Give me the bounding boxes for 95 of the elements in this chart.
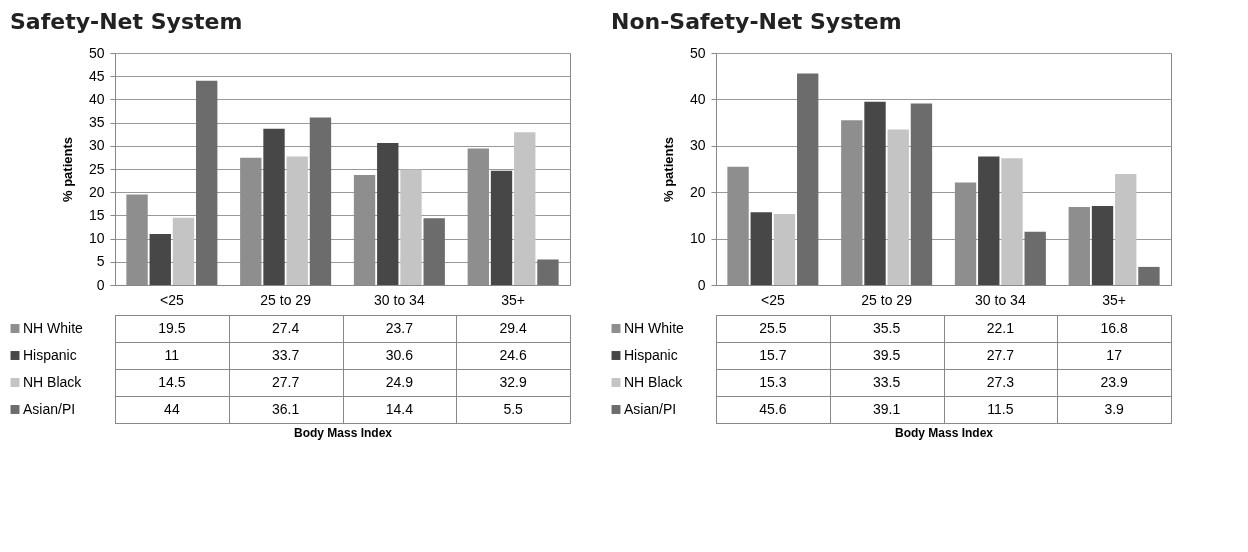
data-label: 35.5 — [873, 319, 901, 336]
legend-label: Hispanic — [23, 346, 77, 363]
bar — [1115, 174, 1137, 285]
x-axis-title: Body Mass Index — [293, 425, 393, 440]
bar — [490, 170, 513, 285]
y-tick-label: 40 — [689, 90, 706, 107]
x-tick-label: 35+ — [501, 291, 525, 308]
data-label: 16.8 — [1100, 319, 1128, 336]
bar — [864, 101, 886, 285]
legend-label: NH White — [624, 319, 685, 336]
data-label: 17 — [1106, 346, 1123, 363]
y-tick-label: 0 — [697, 276, 706, 293]
bar — [309, 117, 332, 285]
data-label: 45.6 — [759, 400, 787, 417]
data-label: 24.9 — [385, 373, 414, 390]
bar — [910, 103, 933, 285]
y-tick-label: 30 — [88, 137, 105, 154]
x-tick-label: 25 to 29 — [260, 291, 312, 308]
data-label: 33.5 — [873, 373, 901, 390]
y-tick-label: 0 — [96, 276, 105, 293]
data-label: 32.9 — [499, 373, 527, 390]
data-label: 27.4 — [272, 319, 300, 336]
y-axis-title: % patients — [660, 136, 676, 203]
y-tick-label: 40 — [88, 90, 105, 107]
y-tick-label: 45 — [88, 67, 105, 84]
bar — [773, 214, 796, 285]
bar — [978, 156, 1000, 285]
bar — [514, 132, 536, 285]
data-label: 29.4 — [499, 319, 527, 336]
x-tick-label: 25 to 29 — [861, 291, 913, 308]
data-label: 27.3 — [986, 373, 1015, 390]
data-label: 11 — [164, 346, 180, 363]
chart-title: Safety-Net System — [10, 8, 243, 34]
data-label: 22.1 — [986, 319, 1015, 336]
legend-label: Asian/PI — [23, 400, 76, 417]
y-tick-label: 5 — [96, 253, 105, 270]
data-label: 11.5 — [987, 400, 1014, 417]
bar — [750, 212, 772, 285]
data-label: 30.6 — [385, 346, 414, 363]
y-tick-label: 50 — [88, 44, 105, 61]
data-label: 5.5 — [503, 400, 524, 417]
y-axis-title: % patients — [59, 136, 75, 203]
bar — [286, 156, 308, 285]
data-label: 25.5 — [759, 319, 787, 336]
bar — [263, 128, 285, 285]
bar — [172, 217, 195, 285]
x-tick-label: <25 — [761, 291, 785, 308]
chart-title: Non-Safety-Net System — [611, 8, 902, 34]
legend-label: NH White — [23, 319, 84, 336]
x-axis-title: Body Mass Index — [894, 425, 994, 440]
bar — [537, 259, 559, 285]
y-tick-label: 20 — [689, 183, 706, 200]
data-label: 15.3 — [759, 373, 787, 390]
x-tick-label: 30 to 34 — [374, 291, 425, 308]
data-label: 23.7 — [385, 319, 414, 336]
legend-label: Asian/PI — [624, 400, 677, 417]
x-tick-label: 35+ — [1102, 291, 1126, 308]
bar — [887, 129, 909, 285]
data-label: 44 — [164, 400, 180, 417]
data-label: 36.1 — [272, 400, 300, 417]
bar — [377, 143, 399, 285]
y-tick-label: 10 — [689, 230, 706, 247]
data-label: 39.5 — [873, 346, 901, 363]
data-label: 27.7 — [986, 346, 1015, 363]
data-label: 19.5 — [158, 319, 186, 336]
y-tick-label: 10 — [88, 230, 105, 247]
y-tick-label: 15 — [88, 206, 105, 223]
data-label: 24.6 — [499, 346, 527, 363]
legend-label: NH Black — [624, 373, 684, 390]
y-tick-label: 30 — [689, 137, 706, 154]
y-tick-label: 50 — [689, 44, 706, 61]
bar — [149, 233, 171, 285]
x-tick-label: 30 to 34 — [975, 291, 1026, 308]
y-tick-label: 25 — [88, 160, 105, 177]
data-label: 3.9 — [1104, 400, 1125, 417]
bar — [1001, 158, 1023, 285]
bar — [1138, 266, 1160, 285]
data-label: 14.4 — [385, 400, 414, 417]
legend-label: NH Black — [23, 373, 83, 390]
bar — [1091, 206, 1114, 285]
legend-label: Hispanic — [624, 346, 678, 363]
bar — [797, 73, 819, 285]
data-label: 33.7 — [272, 346, 300, 363]
data-label: 23.9 — [1100, 373, 1128, 390]
x-tick-label: <25 — [160, 291, 184, 308]
bar — [196, 80, 218, 285]
bar — [1024, 231, 1046, 285]
data-label: 27.7 — [272, 373, 300, 390]
data-label: 39.1 — [873, 400, 901, 417]
bar — [400, 169, 422, 285]
data-label: 14.5 — [158, 373, 186, 390]
bar — [423, 218, 445, 285]
y-tick-label: 35 — [88, 114, 105, 131]
y-tick-label: 20 — [88, 183, 105, 200]
data-label: 15.7 — [759, 346, 787, 363]
